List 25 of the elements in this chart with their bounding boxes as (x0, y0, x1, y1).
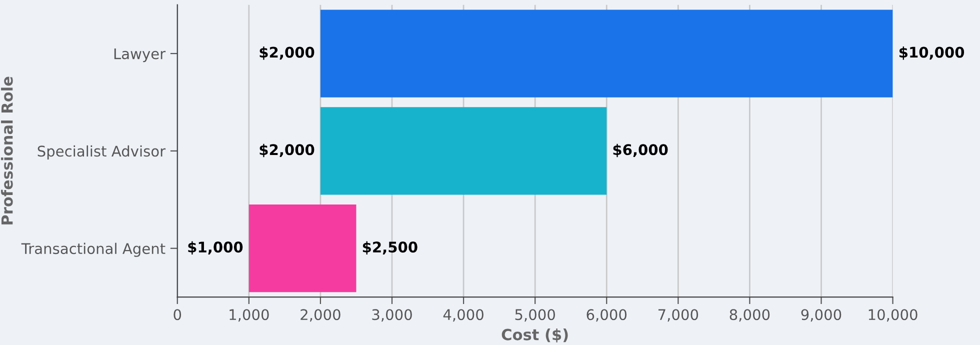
annotation: $2,500 (362, 241, 418, 255)
bar (248, 204, 356, 292)
annotation: $1,000 (188, 241, 243, 255)
x-tick-label: 9,000 (801, 309, 842, 322)
x-tick-label: 3,000 (372, 309, 412, 322)
annotation: $2,000 (260, 46, 314, 60)
bar (320, 10, 893, 98)
y-tick-label: Lawyer (114, 48, 166, 62)
x-tick-label: 8,000 (730, 309, 770, 322)
annotation: $10,000 (899, 46, 964, 60)
x-tick-label: 0 (174, 309, 182, 320)
x-axis-title: Cost ($) (502, 328, 568, 342)
y-tick-label: Transactional Agent (21, 242, 166, 257)
x-tick-label: 4,000 (443, 309, 484, 322)
y-tick-label: Specialist Advisor (38, 145, 166, 160)
x-tick-label: 1,000 (230, 309, 269, 322)
x-tick-label: 7,000 (658, 309, 698, 322)
y-axis-title: Professional Role (1, 76, 13, 224)
bar (320, 107, 607, 195)
annotation: $6,000 (613, 144, 668, 158)
x-tick-label: 10,000 (868, 309, 918, 322)
x-tick-label: 5,000 (515, 309, 555, 322)
x-tick-label: 6,000 (586, 309, 627, 322)
annotation: $2,000 (260, 144, 314, 158)
x-tick-label: 2,000 (300, 309, 340, 322)
